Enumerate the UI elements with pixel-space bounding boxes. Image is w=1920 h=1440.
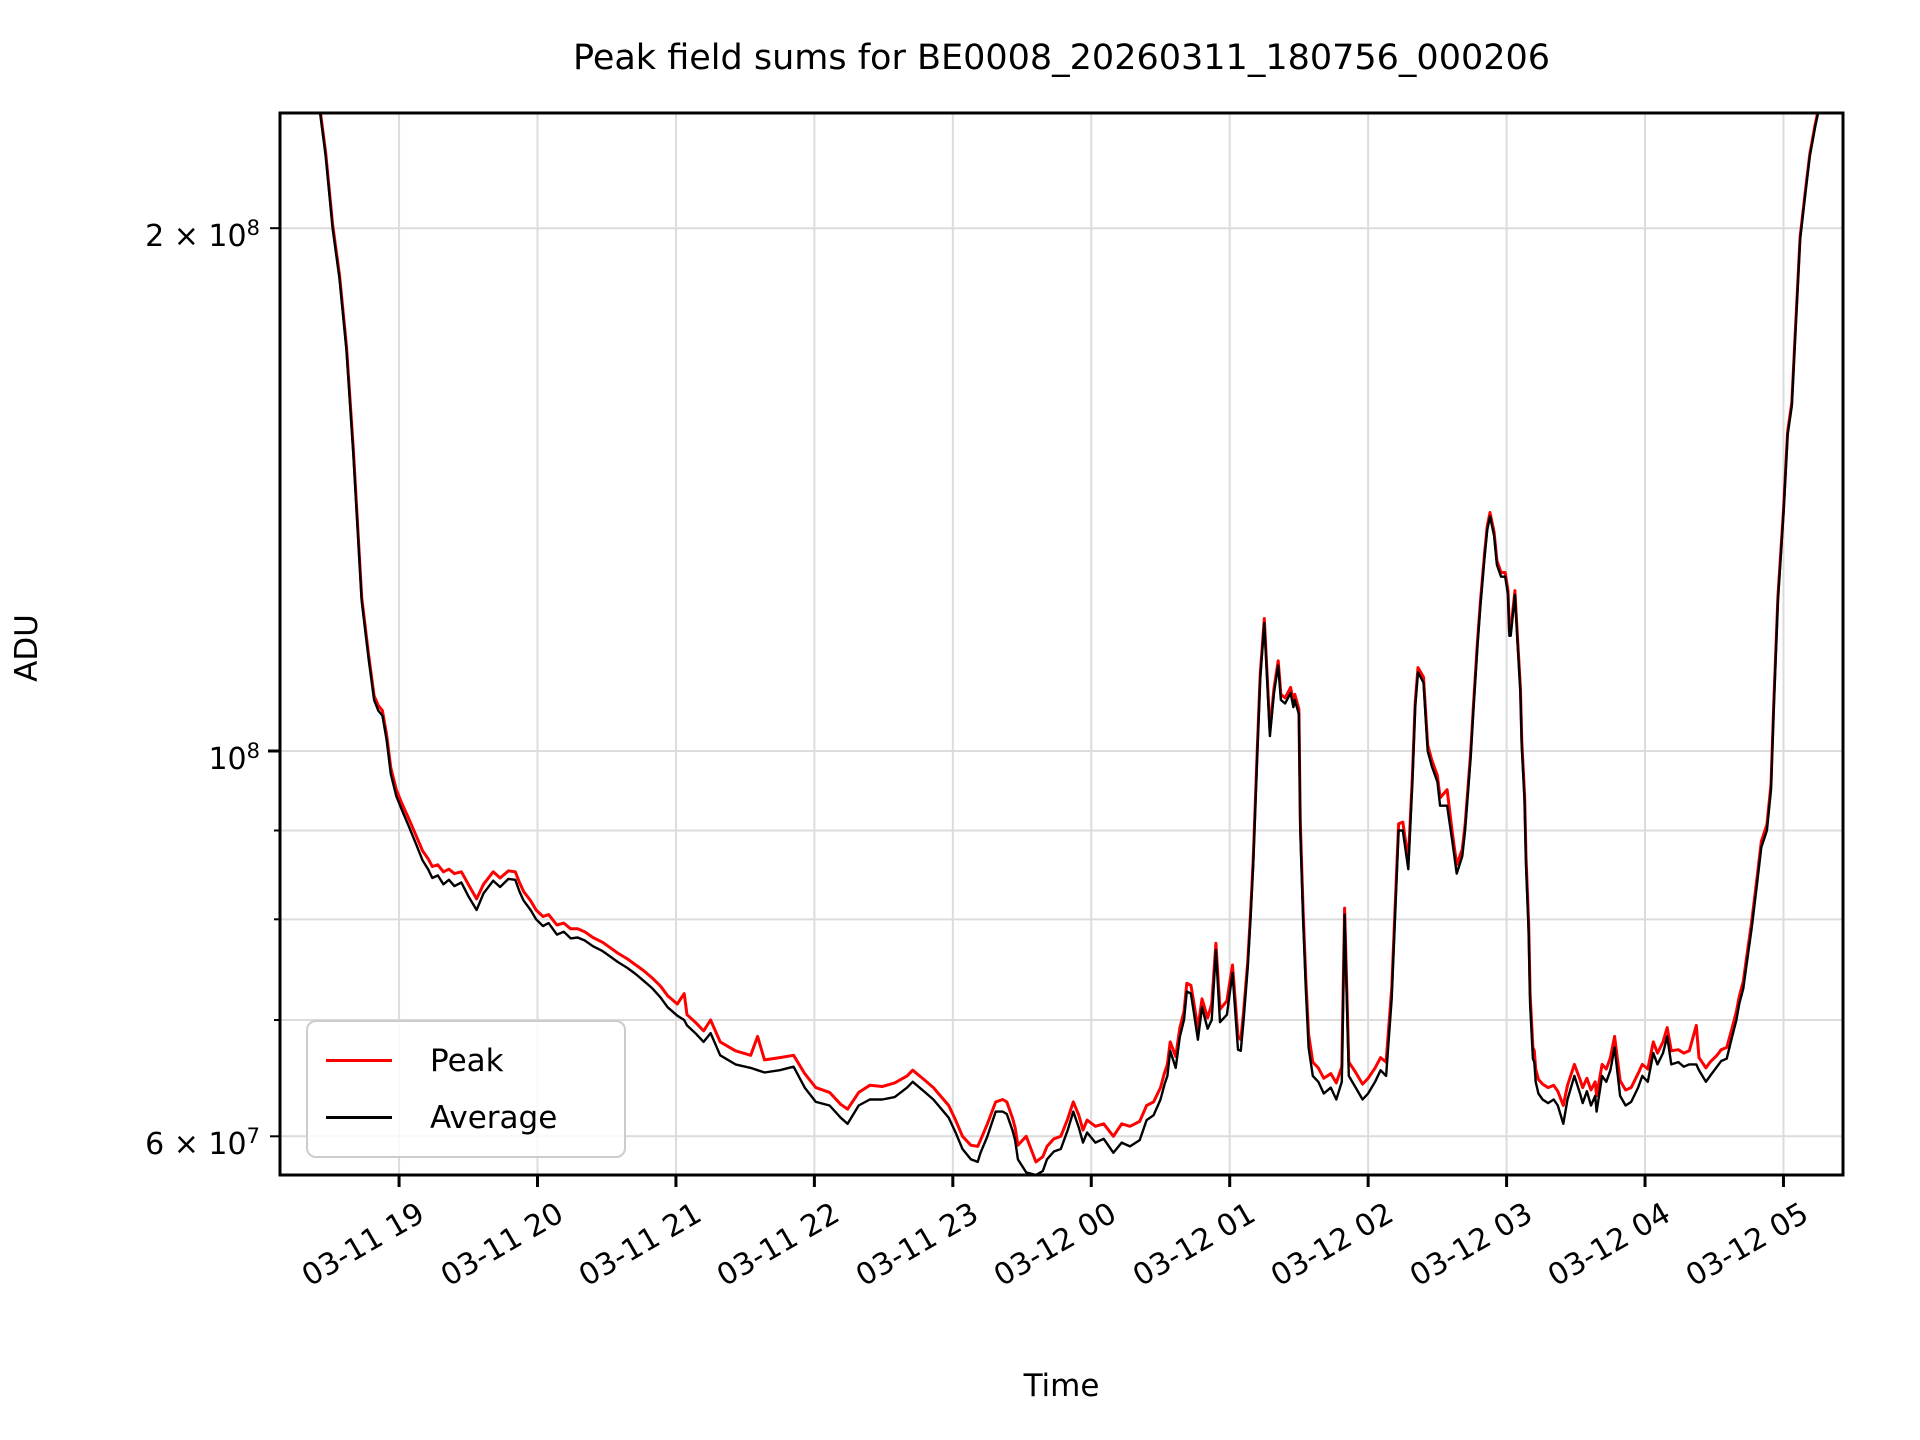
legend-label-average: Average (430, 1099, 558, 1136)
x-axis-label: Time (1023, 1368, 1100, 1404)
peak-series-line (319, 113, 1820, 1164)
y-tick-label: 6 × 107 (145, 1124, 260, 1163)
legend-label-peak: Peak (430, 1042, 504, 1079)
legend-item-peak: Peak (308, 1043, 624, 1079)
y-axis-label: ADU (9, 614, 45, 682)
average-series-line (318, 113, 1820, 1175)
average-line-sample (326, 1116, 392, 1119)
y-tick-label: 108 (208, 739, 260, 777)
legend-item-average: Average (308, 1100, 624, 1136)
peak-line-sample (326, 1059, 392, 1062)
chart-title: Peak field sums for BE0008_20260311_1807… (572, 38, 1551, 78)
legend: Peak Average (306, 1020, 626, 1158)
plot-frame (278, 111, 1845, 1177)
y-tick-label: 2 × 108 (145, 216, 260, 255)
